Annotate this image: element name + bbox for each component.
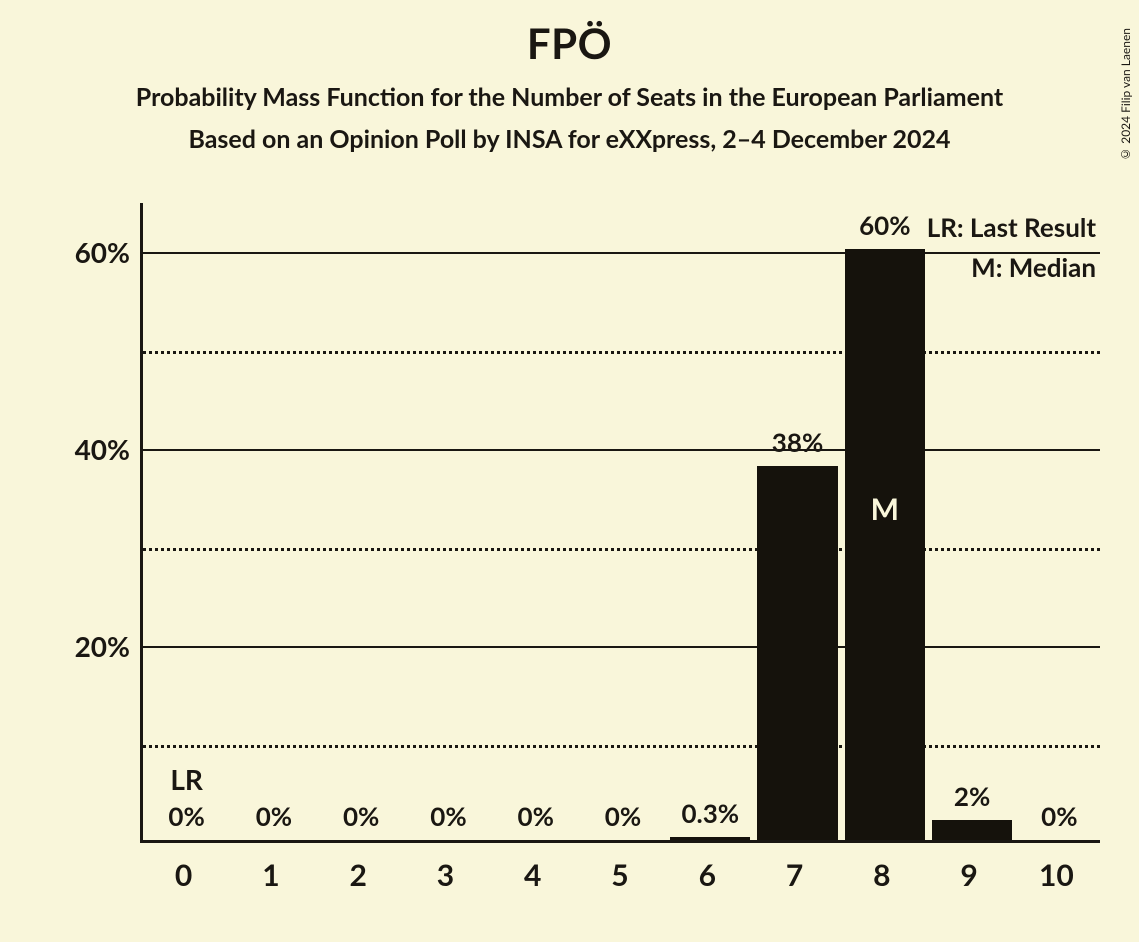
x-axis-label: 4 — [524, 857, 541, 893]
bar-value-label: 0% — [518, 800, 554, 832]
bar — [670, 837, 750, 840]
x-axis-label: 8 — [873, 857, 890, 893]
x-axis-label: 2 — [349, 857, 366, 893]
x-axis-label: 7 — [786, 857, 803, 893]
bar-value-label: 0.3% — [681, 797, 739, 829]
x-axis-label: 0 — [175, 857, 192, 893]
y-axis-label: 20% — [40, 629, 130, 663]
gridline-major — [143, 449, 1100, 451]
last-result-marker: LR — [170, 762, 203, 796]
x-axis-label: 6 — [699, 857, 716, 893]
gridline-minor — [143, 548, 1100, 551]
bar-value-label: 38% — [772, 426, 823, 458]
bar — [757, 466, 837, 840]
copyright-text: © 2024 Filip van Laenen — [1118, 28, 1133, 162]
bar-value-label: 0% — [430, 800, 466, 832]
bar-value-label: 60% — [859, 209, 910, 241]
gridline-major — [143, 252, 1100, 254]
legend-last-result: LR: Last Result — [927, 211, 1096, 243]
bar-value-label: 0% — [256, 800, 292, 832]
y-axis-label: 60% — [40, 235, 130, 269]
bar — [932, 820, 1012, 840]
bar-value-label: 0% — [605, 800, 641, 832]
gridline-major — [143, 646, 1100, 648]
chart-container: 0% LR 0% 0% 0% 0% 0% 0.3% 38% 60% M 2% 0% LR: Last Re… — [40, 203, 1100, 903]
legend-median: M: Median — [971, 251, 1096, 283]
plot-area: 0% LR 0% 0% 0% 0% 0% 0.3% 38% 60% M 2% 0% LR: Last Re… — [140, 203, 1100, 843]
chart-subtitle-1: Probability Mass Function for the Number… — [0, 82, 1139, 112]
x-axis-label: 10 — [1039, 857, 1074, 893]
bar-value-label: 0% — [168, 800, 204, 832]
x-axis-label: 3 — [437, 857, 454, 893]
x-axis-label: 9 — [960, 857, 977, 893]
chart-subtitle-2: Based on an Opinion Poll by INSA for eXX… — [0, 124, 1139, 154]
bar-value-label: 2% — [954, 780, 990, 812]
x-axis-label: 1 — [262, 857, 279, 893]
bar-value-label: 0% — [343, 800, 379, 832]
median-marker: M — [871, 491, 899, 527]
x-axis-label: 5 — [611, 857, 628, 893]
bar — [845, 249, 925, 840]
y-axis-label: 40% — [40, 432, 130, 466]
gridline-minor — [143, 351, 1100, 354]
bar-value-label: 0% — [1041, 800, 1077, 832]
chart-title: FPÖ — [0, 18, 1139, 68]
gridline-minor — [143, 745, 1100, 748]
